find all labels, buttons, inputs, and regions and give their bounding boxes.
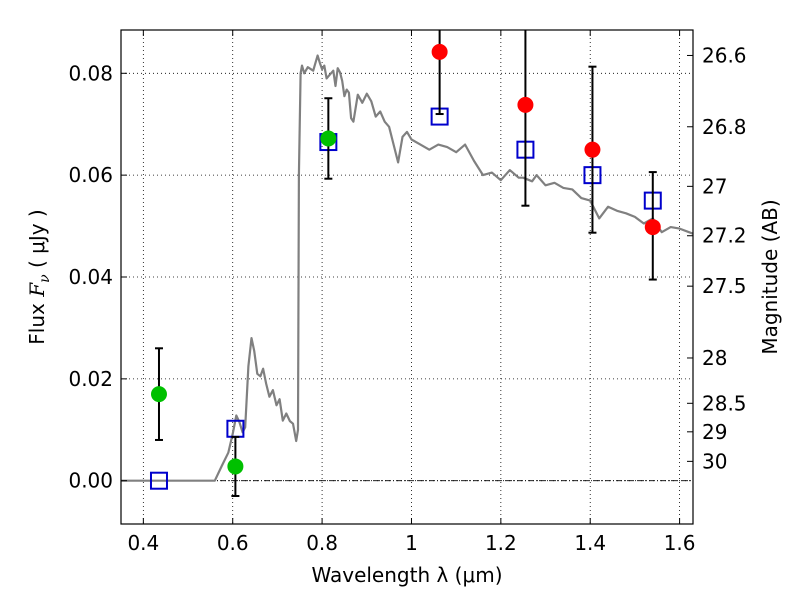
y2-tick-label: 29 — [702, 420, 727, 444]
x-axis-title: Wavelength λ (μm) — [311, 563, 502, 587]
observed-point-marker — [644, 219, 661, 236]
y2-tick-label: 27.2 — [702, 224, 747, 248]
y-tick-label: 0.00 — [68, 469, 113, 493]
y2-tick-label: 27.5 — [702, 274, 747, 298]
y-axis-title-subscript: ν — [37, 274, 53, 283]
y2-tick-label: 30 — [702, 449, 727, 473]
observed-point-marker — [584, 141, 601, 158]
y2-tick-label: 27 — [702, 174, 727, 198]
y-tick-label: 0.06 — [68, 163, 113, 187]
observed-point-marker — [150, 386, 167, 403]
model-square-marker — [149, 471, 168, 490]
x-tick-label: 0.4 — [127, 531, 159, 555]
y-axis-title-prefix: Flux — [25, 297, 49, 345]
tick-layer: 0.4 0.6 0.8 1 1.2 1.4 1.6 0.00 0.02 0.04 0.06 0.08 2… — [68, 30, 747, 555]
x-tick-label: 1 — [405, 531, 418, 555]
observed-point-marker — [320, 130, 337, 147]
x-tick-label: 1.4 — [574, 531, 606, 555]
y-axis-title-suffix: ( μJy ) — [25, 209, 49, 274]
series-observed-optical — [150, 97, 337, 497]
x-tick-label: 0.6 — [217, 531, 249, 555]
y2-tick-label: 28.5 — [702, 391, 747, 415]
y2-tick-label: 28 — [702, 346, 727, 370]
series-observed-nir — [431, 30, 661, 281]
x-tick-label: 1.2 — [485, 531, 517, 555]
observed-point-marker — [431, 43, 448, 60]
series-layer — [121, 30, 694, 497]
observed-point-marker — [227, 458, 244, 475]
y2-tick-label: 26.6 — [702, 43, 747, 67]
spectrum-line — [121, 54, 694, 482]
plot-area — [121, 30, 693, 524]
x-tick-label: 1.6 — [664, 531, 696, 555]
y-tick-label: 0.04 — [68, 265, 113, 289]
y-tick-label: 0.02 — [68, 367, 113, 391]
observed-point-marker — [517, 96, 534, 113]
series-template-spectrum — [121, 54, 694, 482]
y-tick-label: 0.08 — [68, 61, 113, 85]
x-tick-label: 0.8 — [306, 531, 338, 555]
y2-axis-title: Magnitude (AB) — [758, 199, 782, 354]
y-axis-title: Flux Fν ( μJy ) — [25, 209, 53, 344]
y-axis-title-symbol: F — [25, 282, 49, 298]
y2-tick-label: 26.8 — [702, 115, 747, 139]
